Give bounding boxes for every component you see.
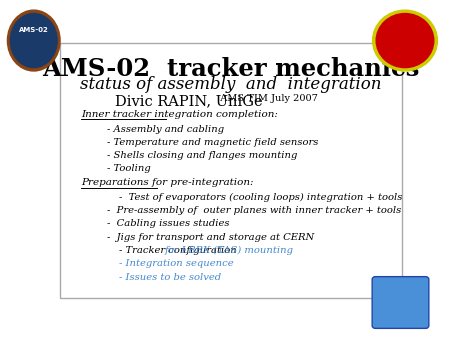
Text: Preparations for pre-integration:: Preparations for pre-integration: — [81, 178, 253, 187]
Text: -  Jigs for transport and storage at CERN: - Jigs for transport and storage at CERN — [107, 233, 314, 242]
Circle shape — [376, 14, 434, 68]
Circle shape — [10, 14, 57, 68]
Text: -  Pre-assembly of  outer planes with inner tracker + tools: - Pre-assembly of outer planes with inne… — [107, 206, 401, 215]
Text: - Assembly and cabling: - Assembly and cabling — [107, 125, 224, 134]
Text: - Integration sequence: - Integration sequence — [119, 259, 234, 268]
Text: - Tooling: - Tooling — [107, 165, 151, 173]
Text: Inner tracker integration completion:: Inner tracker integration completion: — [81, 110, 278, 119]
Circle shape — [373, 10, 437, 71]
Circle shape — [7, 10, 60, 71]
FancyBboxPatch shape — [372, 276, 429, 329]
Text: AMS-02: AMS-02 — [19, 27, 49, 33]
Text: - Tracker configuration: - Tracker configuration — [119, 246, 240, 255]
Text: - Issues to be solved: - Issues to be solved — [119, 272, 221, 282]
Text: for LBBX (TAS) mounting: for LBBX (TAS) mounting — [165, 246, 294, 255]
Text: -  Cabling issues studies: - Cabling issues studies — [107, 219, 230, 228]
Text: AMS TIM July 2007: AMS TIM July 2007 — [214, 94, 317, 103]
Text: Divic RAPIN, UniGe: Divic RAPIN, UniGe — [115, 94, 263, 108]
Text: AMS-02  tracker mechanics: AMS-02 tracker mechanics — [42, 57, 419, 81]
Text: -  Test of evaporators (cooling loops) integration + tools: - Test of evaporators (cooling loops) in… — [119, 193, 402, 202]
Text: - Temperature and magnetic field sensors: - Temperature and magnetic field sensors — [107, 138, 318, 147]
Text: status of assembly  and  integration: status of assembly and integration — [80, 76, 382, 93]
Text: - Shells closing and flanges mounting: - Shells closing and flanges mounting — [107, 151, 297, 160]
